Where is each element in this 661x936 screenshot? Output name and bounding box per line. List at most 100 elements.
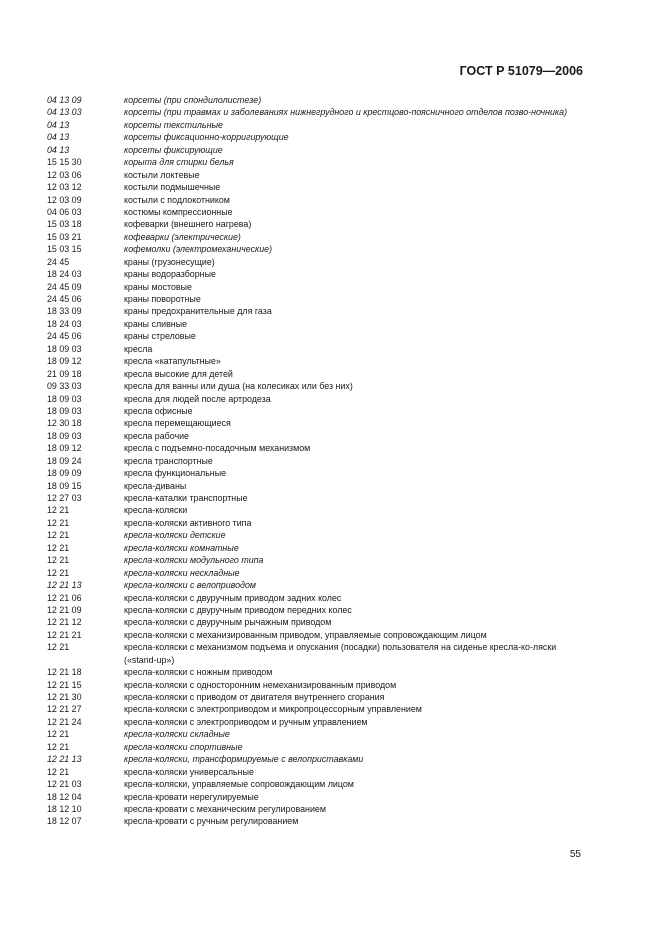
entry-term: кресла-коляски с механизмом подъема и оп… [124,642,557,665]
entry-code: 18 09 03 [47,343,82,354]
entry-code: 12 21 12 [47,617,82,628]
entry-code: 12 21 [47,766,70,777]
index-entry: 04 13 корсеты фиксирующие [47,144,587,156]
entry-term: кофеварки (внешнего нагрева) [124,219,252,230]
entry-code: 04 06 03 [47,206,82,217]
document-header: ГОСТ Р 51079—2006 [459,64,583,78]
entry-code: 18 09 12 [47,356,82,367]
entry-term: корыта для стирки белья [124,157,234,168]
entry-term: кресла транспортные [124,455,213,466]
index-entry: 18 09 03 кресла рабочие [47,430,587,442]
entry-term: кофеварки (электрические) [124,231,241,242]
entry-code: 12 21 03 [47,779,82,790]
entry-code: 18 12 04 [47,791,82,802]
index-entry: 18 09 15 кресла-диваны [47,480,587,492]
entry-term: краны стреловые [124,331,196,342]
entry-code: 04 13 09 [47,95,82,105]
index-entry: 15 03 21 кофеварки (электрические) [47,231,587,243]
entry-term: костыли локтевые [124,169,200,180]
index-entry: 15 15 30 корыта для стирки белья [47,156,587,168]
entry-term: кресла-коляски с двуручным приводом пере… [124,604,352,615]
index-entry: 12 21 кресла-коляски с механизмом подъема… [47,641,587,666]
index-entry: 18 09 03 кресла для людей после артродеза [47,393,587,405]
entry-code: 12 21 [47,642,70,653]
index-entry: 12 21 30 кресла-коляски с приводом от дви… [47,691,587,703]
entry-code: 12 21 [47,555,70,566]
entry-code: 15 03 18 [47,219,82,230]
entry-code: 21 09 18 [47,368,82,379]
entry-code: 12 21 15 [47,679,82,690]
entry-term: корсеты (при спондилолистезе) [124,95,262,105]
entry-term: кресла-кровати с ручным регулированием [124,816,299,827]
index-entry: 12 21 18 кресла-коляски с ножным приводом [47,666,587,678]
index-entry: 12 21 13 кресла-коляски с велоприводом [47,579,587,591]
entry-term: костыли с подлокотником [124,194,230,205]
index-entry: 04 13 09 корсеты (при спондилолистезе) [47,94,587,106]
entry-code: 12 21 13 [47,580,82,591]
entry-term: кресла-коляски с двуручным рычажным прив… [124,617,332,628]
index-entry: 04 13 03 корсеты (при травмах и заболеван… [47,106,587,118]
entry-term: корсеты фиксирующие [124,144,223,155]
entry-code: 18 33 09 [47,306,82,317]
entry-term: кресла-коляски модульного типа [124,555,264,566]
entry-code: 15 03 21 [47,231,82,242]
entry-code: 12 03 12 [47,182,82,193]
index-entry: 12 21 кресла-коляски детские [47,529,587,541]
entry-term: корсеты фиксационно-корригирующие [124,132,289,143]
entry-code: 09 33 03 [47,381,82,392]
index-entry: 18 09 12 кресла «катапультные» [47,355,587,367]
entry-code: 12 21 [47,530,70,541]
index-entry: 12 30 18 кресла перемещающиеся [47,417,587,429]
entry-term: кресла для людей после артродеза [124,393,271,404]
index-entry: 12 21 21 кресла-коляски с механизированны… [47,629,587,641]
entry-code: 04 13 [47,144,70,155]
index-entry: 24 45 краны (грузонесущие) [47,256,587,268]
index-entry: 09 33 03 кресла для ванны или душа (на ко… [47,380,587,392]
entry-code: 12 27 03 [47,493,82,503]
entry-term: кресла-коляски с односторонним немеханиз… [124,679,397,690]
index-entry: 04 13 корсеты текстильные [47,119,587,131]
entry-code: 04 13 [47,119,70,130]
entry-code: 18 09 24 [47,455,82,466]
index-entry: 24 45 06 краны стреловые [47,330,587,342]
entry-term: кресла-диваны [124,480,187,491]
entry-term: кресла [124,343,153,354]
entry-code: 12 21 24 [47,716,82,727]
index-entry: 24 45 06 краны поворотные [47,293,587,305]
entry-code: 18 12 07 [47,816,82,827]
entry-code: 24 45 06 [47,294,82,304]
entry-term: кресла офисные [124,405,193,416]
index-entry: 12 21 24 кресла-коляски с электроприводом… [47,716,587,728]
entry-term: кресла-коляски с механизированным привод… [124,629,487,640]
index-entry: 12 21 03 кресла-коляски, управляемые сопр… [47,778,587,790]
entry-code: 18 24 03 [47,318,82,329]
entry-term: краны водоразборные [124,269,216,280]
index-entry: 12 21 кресла-коляски нескладные [47,567,587,579]
entry-term: кресла-коляски нескладные [124,567,240,578]
index-entry: 12 21 кресла-коляски модульного типа [47,554,587,566]
entry-code: 15 15 30 [47,157,82,168]
entry-code: 12 21 27 [47,704,82,715]
entry-term: кресла-коляски с электроприводом и ручны… [124,716,368,727]
entry-code: 24 45 09 [47,281,82,292]
entry-code: 12 21 [47,542,70,553]
entry-term: кресла-коляски с двуручным приводом задн… [124,592,342,603]
entry-code: 12 03 09 [47,194,82,205]
entry-term: кресла-коляски, трансформируемые с велоп… [124,754,364,765]
entry-term: кресла-коляски с велоприводом [124,580,256,591]
entry-code: 12 21 06 [47,592,82,603]
index-entry: 15 03 18 кофеварки (внешнего нагрева) [47,218,587,230]
entry-code: 12 03 06 [47,169,82,180]
entry-code: 18 09 15 [47,480,82,491]
index-entry: 18 33 09 краны предохранительные для газа [47,305,587,317]
entry-term: кресла-коляски комнатные [124,542,239,553]
entry-term: кресла-коляски с электроприводом и микро… [124,704,422,715]
index-entry: 18 09 12 кресла с подъемно-посадочным мех… [47,442,587,454]
index-entry: 18 09 03 кресла [47,343,587,355]
index-entry: 12 21 кресла-коляски комнатные [47,542,587,554]
entry-term: кресла-коляски с ножным приводом [124,667,273,678]
index-entry: 18 12 10 кресла-кровати с механическим ре… [47,803,587,815]
entry-code: 18 24 03 [47,269,82,280]
index-entry: 18 24 03 краны сливные [47,318,587,330]
entry-term: краны (грузонесущие) [124,256,215,267]
